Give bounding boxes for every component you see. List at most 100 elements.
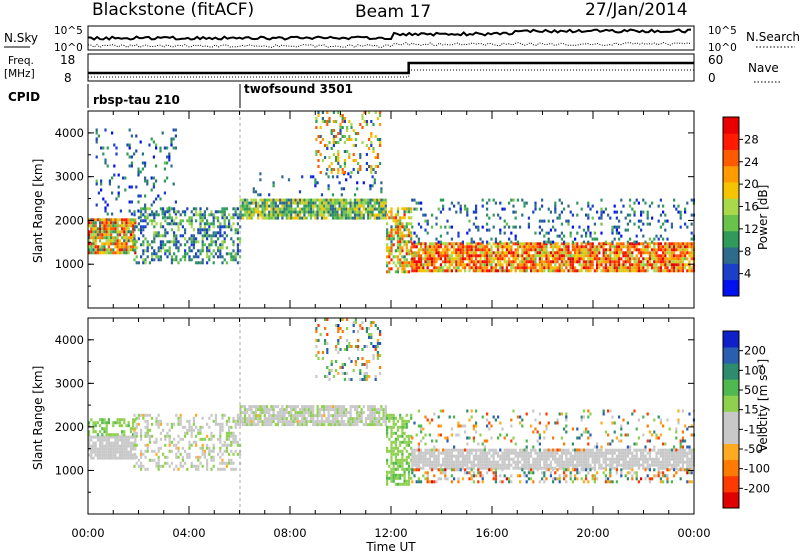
heatmap-cell — [107, 239, 110, 243]
heatmap-cell — [334, 405, 337, 409]
heatmap-cell — [164, 434, 167, 438]
heatmap-cell — [347, 213, 350, 217]
heatmap-cell — [582, 228, 585, 232]
heatmap-cell — [386, 482, 389, 486]
colorbar-tick-label: 16 — [744, 200, 759, 214]
heatmap-cell — [510, 198, 513, 202]
heatmap-cell — [290, 408, 293, 412]
heatmap-cell — [365, 372, 368, 375]
heatmap-cell — [214, 252, 217, 256]
heatmap-cell — [415, 245, 418, 249]
heatmap-cell — [527, 463, 530, 467]
heatmap-cell — [328, 156, 331, 159]
heatmap-cell — [505, 466, 508, 470]
heatmap-cell — [301, 411, 304, 415]
heatmap-cell — [459, 251, 462, 255]
heatmap-cell — [664, 254, 667, 258]
heatmap-cell — [279, 213, 282, 217]
heatmap-cell — [219, 428, 222, 432]
heatmap-cell — [401, 434, 404, 438]
heatmap-cell — [569, 266, 572, 270]
heatmap-cell — [626, 266, 629, 270]
heatmap-cell — [670, 222, 673, 226]
heatmap-cell — [114, 456, 117, 460]
heatmap-cell — [538, 257, 541, 261]
heatmap-cell — [223, 210, 226, 214]
heatmap-cell — [527, 266, 530, 270]
heatmap-cell — [536, 248, 539, 252]
heatmap-cell — [203, 222, 206, 226]
heatmap-cell — [206, 249, 209, 253]
heatmap-cell — [184, 213, 187, 217]
heatmap-cell — [163, 146, 166, 150]
heatmap-cell — [516, 245, 519, 249]
heatmap-cell — [351, 420, 354, 424]
heatmap-cell — [243, 198, 247, 202]
heatmap-cell — [157, 455, 160, 459]
heatmap-cell — [453, 466, 456, 470]
heatmap-cell — [560, 454, 563, 458]
heatmap-cell — [217, 231, 220, 235]
heatmap-cell — [142, 213, 145, 217]
heatmap-cell — [593, 254, 596, 258]
heatmap-cell — [543, 451, 546, 455]
heatmap-cell — [450, 245, 453, 249]
heatmap-cell — [170, 425, 173, 429]
heatmap-cell — [115, 197, 118, 201]
heatmap-cell — [212, 222, 215, 226]
heatmap-cell — [127, 251, 130, 255]
heatmap-cell — [219, 255, 222, 259]
heatmap-cell — [411, 245, 414, 249]
heatmap-cell — [376, 357, 379, 360]
heatmap-cell — [210, 252, 213, 256]
heatmap-cell — [615, 260, 618, 264]
heatmap-cell — [386, 234, 389, 238]
heatmap-cell — [433, 463, 436, 467]
heatmap-cell — [461, 248, 464, 252]
heatmap-cell — [210, 237, 213, 241]
heatmap-cell — [651, 266, 654, 270]
heatmap-cell — [327, 204, 330, 208]
heatmap-cell — [360, 420, 363, 424]
heatmap-cell — [379, 123, 382, 126]
heatmap-cell — [629, 248, 632, 252]
heatmap-cell — [246, 417, 249, 421]
heatmap-cell — [324, 342, 327, 345]
heatmap-cell — [219, 440, 222, 444]
heatmap-cell — [283, 408, 286, 412]
heatmap-cell — [378, 417, 381, 421]
heatmap-cell — [163, 179, 166, 183]
heatmap-cell — [317, 159, 320, 162]
heatmap-cell — [505, 245, 508, 249]
heatmap-cell — [323, 213, 326, 217]
heatmap-cell — [324, 339, 327, 342]
heatmap-cell — [137, 416, 140, 420]
heatmap-cell — [129, 236, 132, 240]
heatmap-cell — [686, 248, 689, 252]
heatmap-cell — [307, 207, 310, 211]
heatmap-cell — [96, 245, 99, 249]
heatmap-cell — [549, 240, 552, 244]
heatmap-cell — [552, 248, 555, 252]
heatmap-cell — [373, 204, 376, 208]
heatmap-cell — [175, 216, 178, 220]
heatmap-cell — [103, 221, 106, 225]
heatmap-cell — [510, 254, 513, 258]
heatmap-cell — [446, 248, 449, 252]
heatmap-cell — [190, 249, 193, 253]
heatmap-cell — [343, 171, 346, 174]
heatmap-cell — [613, 225, 616, 229]
heatmap-cell — [388, 416, 391, 420]
heatmap-cell — [230, 425, 233, 429]
heatmap-cell — [345, 201, 348, 205]
heatmap-cell — [690, 251, 693, 255]
heatmap-cell — [192, 246, 195, 250]
heatmap-cell — [394, 467, 397, 471]
heatmap-cell — [290, 204, 293, 208]
heatmap-cell — [331, 210, 335, 214]
heatmap-cell — [637, 201, 640, 205]
heatmap-cell — [600, 269, 603, 273]
heatmap-cell — [679, 216, 682, 220]
heatmap-cell — [92, 245, 95, 249]
